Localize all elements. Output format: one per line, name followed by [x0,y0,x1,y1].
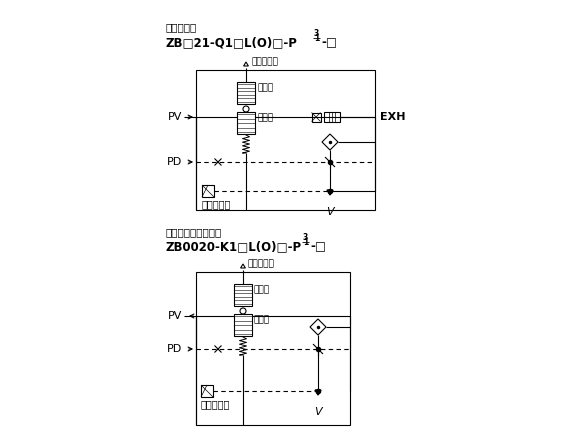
Bar [237,82,255,104]
Bar [234,284,252,306]
Text: 1: 1 [314,34,319,43]
Bar [196,70,375,210]
Text: V: V [314,407,322,417]
Text: PV: PV [168,112,182,122]
Text: 圧力センサ: 圧力センサ [201,399,230,409]
Bar [201,385,213,397]
Bar [196,272,350,425]
Text: 大気開放口: 大気開放口 [251,57,278,66]
Text: 破壊弁: 破壊弁 [257,113,273,122]
Polygon shape [327,190,333,195]
Text: PD: PD [167,157,182,167]
Bar [234,314,252,336]
Text: PV: PV [168,311,182,321]
Text: V: V [326,207,334,217]
Bar [324,112,340,122]
Text: 供給弁: 供給弁 [257,83,273,92]
Text: ZB□21-Q1□L(O)□-P: ZB□21-Q1□L(O)□-P [165,36,297,49]
Bar [202,185,214,197]
Text: 供給弁: 供給弁 [254,285,270,294]
Text: 破壊弁: 破壊弁 [254,315,270,324]
Text: 1: 1 [303,238,308,247]
Bar [237,112,255,134]
Text: -□: -□ [310,240,326,253]
Text: -□: -□ [321,36,337,49]
Text: 真空ポンプシステム: 真空ポンプシステム [165,227,222,237]
Text: 3: 3 [303,233,308,242]
Text: 圧力センサ: 圧力センサ [202,199,231,209]
Text: エジェクタ: エジェクタ [165,22,196,32]
Text: 3: 3 [314,29,319,38]
Text: 大気開放口: 大気開放口 [248,259,275,268]
Text: PD: PD [167,344,182,354]
Bar [311,112,321,121]
Polygon shape [315,390,321,395]
Text: EXH: EXH [380,112,406,122]
Text: ZB0020-K1□L(O)□-P: ZB0020-K1□L(O)□-P [165,240,301,253]
